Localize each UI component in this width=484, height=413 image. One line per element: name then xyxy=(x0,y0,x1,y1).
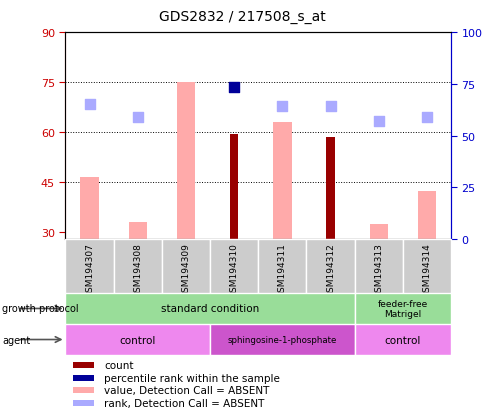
Text: percentile rank within the sample: percentile rank within the sample xyxy=(104,373,279,383)
Bar xyxy=(257,240,306,293)
Bar xyxy=(354,324,450,355)
Bar xyxy=(73,363,94,368)
Bar xyxy=(113,240,162,293)
Bar xyxy=(306,240,354,293)
Bar xyxy=(65,240,113,293)
Point xyxy=(374,118,382,125)
Text: agent: agent xyxy=(2,335,30,345)
Text: GSM194311: GSM194311 xyxy=(277,242,286,297)
Text: GDS2832 / 217508_s_at: GDS2832 / 217508_s_at xyxy=(159,10,325,24)
Bar xyxy=(369,225,387,240)
Bar xyxy=(80,178,99,240)
Text: standard condition: standard condition xyxy=(161,304,258,314)
Text: feeder-free
Matrigel: feeder-free Matrigel xyxy=(377,299,427,318)
Bar xyxy=(326,138,334,240)
Text: GSM194308: GSM194308 xyxy=(133,242,142,297)
Bar xyxy=(65,293,354,324)
Bar xyxy=(210,240,257,293)
Text: sphingosine-1-phosphate: sphingosine-1-phosphate xyxy=(227,335,336,344)
Bar xyxy=(272,123,291,240)
Bar xyxy=(128,223,147,240)
Text: GSM194310: GSM194310 xyxy=(229,242,238,297)
Point xyxy=(278,103,286,109)
Point xyxy=(326,103,334,109)
Text: count: count xyxy=(104,361,133,370)
Bar xyxy=(65,324,210,355)
Bar xyxy=(402,240,450,293)
Point xyxy=(134,115,141,121)
Text: GSM194313: GSM194313 xyxy=(374,242,382,297)
Bar xyxy=(162,240,210,293)
Bar xyxy=(177,83,195,240)
Text: GSM194312: GSM194312 xyxy=(325,242,334,297)
Point xyxy=(422,115,430,121)
Bar xyxy=(73,400,94,406)
Text: GSM194309: GSM194309 xyxy=(181,242,190,297)
Bar xyxy=(229,135,238,240)
Bar xyxy=(210,324,354,355)
Text: control: control xyxy=(384,335,420,345)
Text: value, Detection Call = ABSENT: value, Detection Call = ABSENT xyxy=(104,385,269,395)
Bar xyxy=(354,240,402,293)
Bar xyxy=(73,375,94,381)
Text: growth protocol: growth protocol xyxy=(2,304,79,314)
Text: GSM194314: GSM194314 xyxy=(422,242,431,297)
Bar xyxy=(417,191,435,240)
Bar xyxy=(354,293,450,324)
Text: control: control xyxy=(120,335,156,345)
Bar xyxy=(73,387,94,393)
Text: rank, Detection Call = ABSENT: rank, Detection Call = ABSENT xyxy=(104,398,264,408)
Point xyxy=(86,101,93,108)
Text: GSM194307: GSM194307 xyxy=(85,242,94,297)
Point xyxy=(230,85,238,91)
